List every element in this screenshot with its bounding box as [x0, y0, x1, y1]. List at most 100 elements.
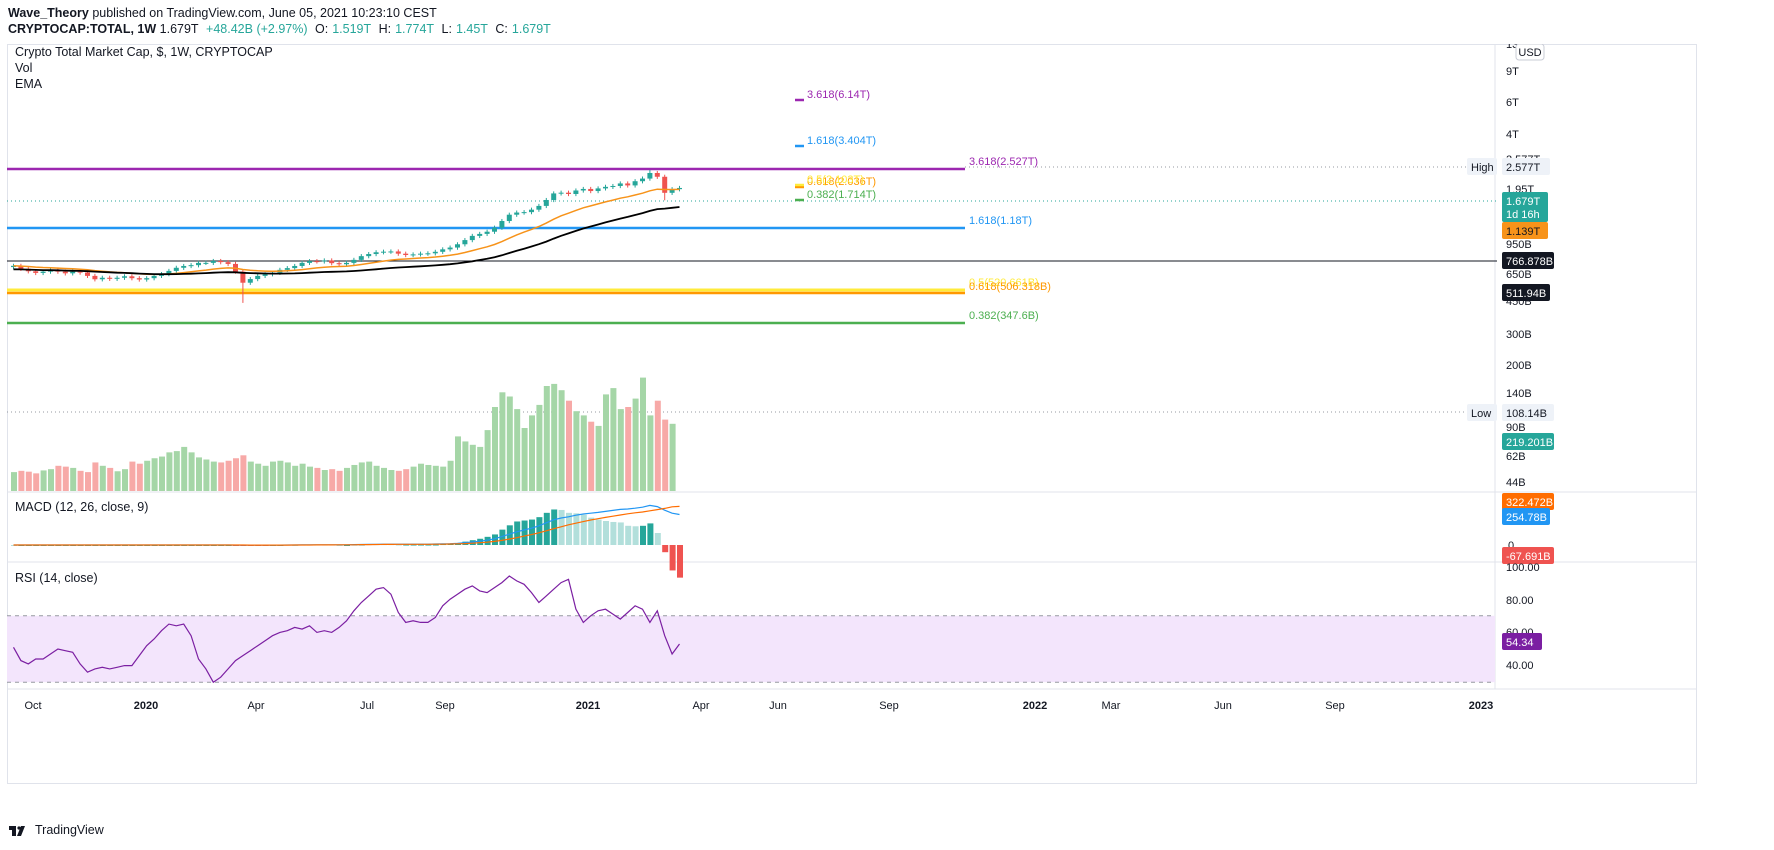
volume-bar	[114, 471, 121, 491]
volume-bar	[654, 400, 661, 491]
high-value-tag: 2.577T	[1506, 162, 1541, 174]
time-axis-label: Apr	[247, 700, 264, 712]
price-axis-label: 950B	[1506, 239, 1532, 251]
volume-bar	[321, 470, 328, 491]
chart-frame[interactable]: 3.618(6.14T) 1.618(3.404T) 0.618(2.036T) 0.…	[7, 39, 1697, 784]
time-axis-label: Mar	[1102, 700, 1121, 712]
volume-bar	[144, 460, 151, 491]
volume-bar	[40, 470, 47, 491]
candle-body	[122, 276, 127, 278]
macd-line-tag-bg	[1502, 508, 1550, 525]
volume-bar	[299, 463, 306, 491]
price-axis-label: 650B	[1506, 269, 1532, 281]
volume-bar	[11, 472, 17, 491]
macd-histogram-bar	[610, 521, 617, 545]
high-label: High	[1471, 162, 1494, 174]
macd-histogram-bar	[603, 521, 609, 545]
macd-histogram-bar	[536, 517, 543, 545]
macd-histogram-bar	[484, 536, 491, 545]
candle-body	[255, 275, 261, 280]
volume-bar	[580, 415, 587, 491]
chart-border	[7, 44, 1697, 784]
volume-bar	[247, 461, 254, 491]
candle-body	[632, 181, 638, 186]
volume-bar	[284, 462, 291, 491]
volume-bar	[588, 421, 595, 491]
rsi-axis-label: 40.00	[1506, 660, 1534, 672]
macd-histogram-bar	[543, 512, 550, 545]
macd-histogram-bar	[477, 538, 484, 545]
candle-body	[669, 189, 675, 193]
macd-histogram-bar	[410, 544, 417, 546]
candle-body	[543, 199, 549, 206]
volume-bar	[462, 441, 469, 491]
ema-legend: EMA	[15, 77, 43, 91]
candle-body	[33, 271, 39, 273]
candle-body	[99, 277, 105, 280]
footer-brand: TradingView	[35, 823, 104, 837]
high-label-bg	[1467, 158, 1497, 175]
macd-histogram-bar	[492, 534, 498, 545]
candle-body	[462, 240, 468, 245]
symbol-label: CRYPTOCAP:TOTAL, 1W	[8, 22, 157, 36]
candle-body	[173, 267, 179, 271]
macd-histogram-bar	[395, 544, 402, 546]
volume-bar	[159, 456, 165, 491]
volume-bar	[669, 423, 676, 491]
macd-histogram-bar	[418, 544, 424, 546]
candle-body	[603, 186, 608, 189]
candle-body	[151, 275, 157, 279]
volume-bar	[425, 464, 432, 491]
candle-body	[247, 279, 253, 283]
volume-bar	[210, 461, 217, 491]
candle-body	[329, 260, 335, 264]
candle-body	[617, 183, 623, 186]
ema-fast-tag: 1.139T	[1506, 226, 1541, 238]
time-axis-label: Jun	[769, 700, 787, 712]
volume-bar	[529, 415, 535, 491]
rsi-legend: RSI (14, close)	[15, 571, 98, 585]
time-axis-label: 2021	[576, 700, 600, 712]
volume-last-tag-bg	[1502, 433, 1554, 450]
macd-histogram-bar	[558, 509, 565, 545]
volume-bar	[314, 467, 321, 491]
volume-bar	[573, 411, 580, 491]
currency-badge-bg	[1515, 43, 1545, 61]
price-axis-label: 300B	[1506, 329, 1532, 341]
volume-bar	[595, 425, 602, 491]
time-axis-label: 2023	[1469, 700, 1493, 712]
volume-bar	[418, 463, 424, 491]
volume-bar	[25, 471, 32, 491]
volume-bar	[358, 462, 365, 491]
candle-body	[144, 278, 150, 280]
volume-bar	[603, 394, 609, 491]
volume-bar	[440, 466, 447, 491]
macd-line-tag: 254.78B	[1506, 512, 1547, 524]
candle-body	[240, 271, 246, 283]
volume-bar	[173, 451, 180, 491]
chart-canvas[interactable]: 3.618(6.14T)1.618(3.404T)0.618(2.036T)0.…	[7, 39, 1697, 784]
volume-bar	[373, 465, 380, 491]
macd-hist-tag-bg	[1502, 547, 1554, 564]
macd-histogram-bar	[566, 512, 572, 545]
candle-body	[92, 275, 98, 280]
change-value: +48.42B (+2.97%)	[206, 22, 308, 36]
macd-histogram-bar	[521, 520, 528, 545]
candle-body	[336, 263, 342, 265]
candle-body	[188, 265, 194, 267]
candle-body	[455, 244, 460, 248]
volume-bar	[558, 390, 565, 491]
candle-body	[469, 235, 475, 241]
candle-body	[595, 188, 601, 192]
fib-projection-label: 0.5(2.103T)	[807, 174, 864, 186]
volume-bar	[307, 466, 313, 491]
volume-bar	[99, 465, 106, 491]
chart-header: Wave_Theory published on TradingView.com…	[8, 5, 555, 37]
rsi-line	[12, 575, 680, 684]
macd-histogram-bar	[514, 521, 521, 545]
macd-histogram-bar	[640, 525, 646, 545]
candle-body	[654, 172, 660, 177]
volume-bar	[514, 409, 521, 491]
publisher-name[interactable]: Wave_Theory	[8, 6, 89, 20]
macd-histogram-bar	[403, 544, 410, 546]
